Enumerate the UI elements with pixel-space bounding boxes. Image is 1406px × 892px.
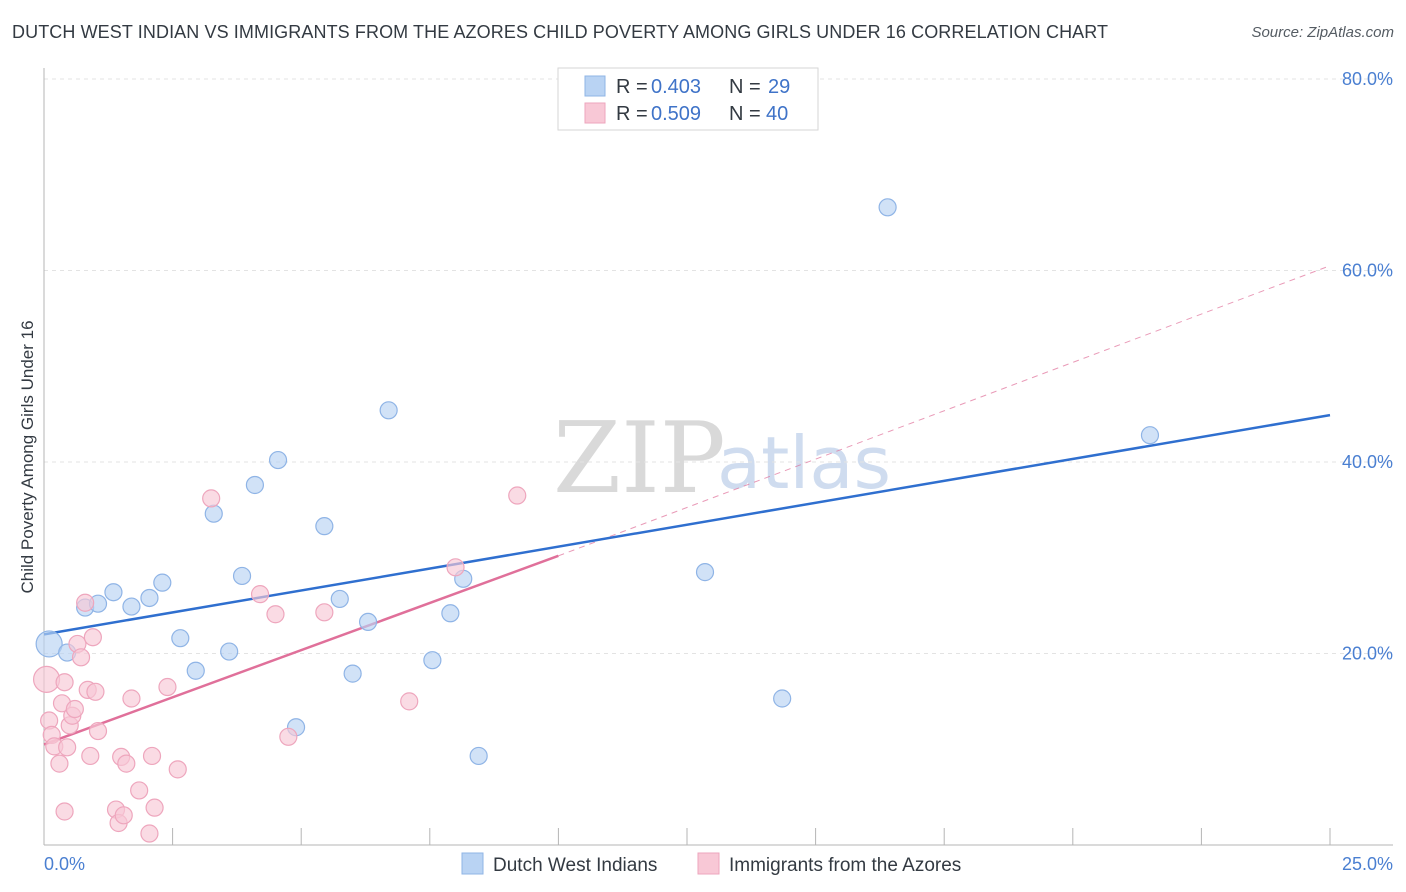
legend-r-value-1: 0.403 bbox=[651, 76, 701, 98]
data-point-azores bbox=[58, 738, 77, 757]
data-point-dutch-west-indians bbox=[878, 198, 897, 217]
data-point-azores bbox=[202, 489, 221, 508]
data-point-azores bbox=[508, 486, 527, 505]
data-point-azores bbox=[130, 781, 149, 800]
data-point-dutch-west-indians bbox=[330, 589, 349, 609]
data-point-azores bbox=[88, 721, 108, 741]
y-tick-label-80: 80.0% bbox=[1342, 69, 1393, 89]
data-point-azores bbox=[86, 682, 105, 701]
data-point-dutch-west-indians bbox=[232, 566, 252, 586]
data-point-dutch-west-indians bbox=[171, 629, 190, 648]
data-point-azores bbox=[250, 585, 270, 604]
x-tick-label-min: 0.0% bbox=[44, 854, 85, 874]
data-point-dutch-west-indians bbox=[358, 612, 378, 632]
data-point-azores bbox=[83, 628, 102, 647]
data-point-azores bbox=[122, 689, 141, 708]
legend-swatch-blue bbox=[584, 75, 606, 97]
legend: R = 0.403 N = 29 R = 0.509 N = 40 bbox=[557, 67, 819, 131]
data-point-dutch-west-indians bbox=[423, 651, 442, 670]
data-point-azores bbox=[50, 754, 69, 773]
legend-swatch-pink bbox=[584, 102, 606, 124]
bottom-legend-label-blue: Dutch West Indians bbox=[493, 855, 657, 876]
data-point-dutch-west-indians bbox=[204, 504, 223, 523]
data-point-azores bbox=[55, 802, 74, 821]
y-tick-label-40: 40.0% bbox=[1342, 452, 1393, 472]
bottom-legend: Dutch West Indians Immigrants from the A… bbox=[461, 852, 961, 876]
data-point-azores bbox=[279, 727, 298, 746]
data-point-azores bbox=[142, 746, 162, 766]
gridlines bbox=[44, 78, 1393, 654]
data-point-azores bbox=[158, 677, 177, 697]
bottom-legend-swatch-pink bbox=[697, 852, 720, 875]
axes bbox=[43, 68, 1393, 846]
data-point-dutch-west-indians bbox=[153, 573, 172, 592]
data-point-dutch-west-indians bbox=[315, 517, 334, 536]
data-point-dutch-west-indians bbox=[773, 689, 792, 708]
x-tick-label-max: 25.0% bbox=[1342, 854, 1393, 874]
data-point-dutch-west-indians bbox=[220, 642, 239, 661]
legend-r-label-2: R = bbox=[616, 103, 648, 125]
series-dutch-west-indians bbox=[35, 198, 1160, 766]
data-point-azores bbox=[81, 746, 100, 766]
data-point-azores bbox=[140, 824, 159, 843]
data-point-dutch-west-indians bbox=[469, 746, 488, 766]
data-point-dutch-west-indians bbox=[186, 661, 205, 680]
data-point-dutch-west-indians bbox=[343, 664, 362, 683]
bottom-legend-label-pink: Immigrants from the Azores bbox=[729, 855, 961, 876]
data-point-dutch-west-indians bbox=[245, 475, 265, 495]
data-point-azores bbox=[168, 760, 187, 779]
data-point-dutch-west-indians bbox=[379, 401, 398, 420]
data-point-azores bbox=[55, 673, 74, 692]
legend-r-label-1: R = bbox=[616, 76, 648, 98]
legend-n-label-1: N = bbox=[729, 76, 761, 98]
watermark-atlas: atlas bbox=[717, 421, 891, 505]
data-point-dutch-west-indians bbox=[695, 563, 715, 582]
trend-line-azores-extension bbox=[558, 265, 1331, 557]
data-point-dutch-west-indians bbox=[1140, 426, 1160, 445]
data-point-dutch-west-indians bbox=[122, 597, 141, 616]
data-point-azores bbox=[114, 806, 133, 825]
series-immigrants-azores bbox=[32, 486, 527, 843]
chart-source: Source: ZipAtlas.com bbox=[1251, 24, 1394, 41]
y-axis-label: Child Poverty Among Girls Under 16 bbox=[18, 320, 37, 593]
data-point-dutch-west-indians bbox=[35, 630, 63, 658]
legend-r-value-2: 0.509 bbox=[651, 103, 701, 125]
watermark-zip: ZIP bbox=[553, 402, 726, 516]
chart-title: DUTCH WEST INDIAN VS IMMIGRANTS FROM THE… bbox=[12, 22, 1109, 42]
data-point-azores bbox=[65, 699, 84, 719]
data-point-azores bbox=[400, 692, 419, 711]
trend-line-azores bbox=[43, 554, 559, 746]
data-point-azores bbox=[266, 605, 285, 624]
bottom-legend-swatch-blue bbox=[461, 852, 484, 875]
data-point-azores bbox=[145, 798, 164, 817]
legend-n-value-1: 29 bbox=[768, 76, 790, 98]
data-point-dutch-west-indians bbox=[140, 588, 159, 608]
data-point-azores bbox=[117, 754, 136, 773]
y-tick-label-60: 60.0% bbox=[1342, 261, 1393, 281]
data-point-azores bbox=[71, 648, 91, 667]
data-point-azores bbox=[315, 603, 334, 622]
y-tick-label-20: 20.0% bbox=[1342, 644, 1393, 664]
legend-n-label-2: N = bbox=[729, 103, 761, 125]
data-point-azores bbox=[76, 593, 95, 612]
legend-n-value-2: 40 bbox=[766, 103, 788, 125]
data-point-dutch-west-indians bbox=[268, 450, 288, 470]
data-point-azores bbox=[446, 558, 465, 577]
data-point-dutch-west-indians bbox=[104, 583, 123, 602]
data-point-azores bbox=[32, 665, 61, 693]
data-point-dutch-west-indians bbox=[441, 604, 460, 623]
